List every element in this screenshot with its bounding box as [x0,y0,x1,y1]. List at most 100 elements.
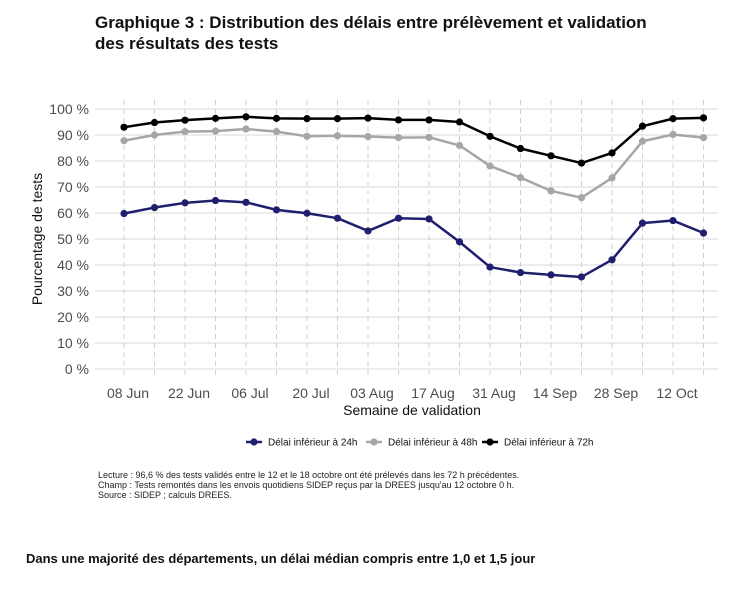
series-3-point [608,149,616,157]
series-3-point [272,114,281,122]
series-line-1 [123,199,704,279]
series-2-point [272,128,281,136]
y-tick-label: 90 % [57,127,89,143]
series-1-point [272,206,281,214]
series-3-point [242,113,250,121]
series-3-point [486,132,494,140]
series-3-point [120,123,128,131]
note-source: Source : SIDEP ; calculs DREES. [98,490,232,500]
series-1-point [547,271,555,279]
page-caption: Dans une majorité des départements, un d… [26,551,536,566]
series-2-point [181,128,189,136]
series-3-point [455,118,464,126]
series-1-point [577,273,586,281]
series-3-point [699,114,708,122]
series-1-point [638,219,647,227]
line-chart: 0 % 10 % 20 % 30 % 40 % 50 % 60 % 70 % 80 % 90 % 1… [29,100,718,449]
series-3-point [303,115,311,123]
series-2-point [120,137,128,145]
legend-label: Délai inférieur à 24h [268,438,358,449]
series-2-point [577,194,586,202]
series-1-point [364,227,372,235]
series-3-point [211,114,220,122]
y-axis-title: Pourcentage de tests [29,173,45,305]
series-2-point [333,132,342,140]
y-tick-label: 10 % [57,335,89,351]
series-2-point [699,134,708,142]
series-1-point [150,203,159,212]
legend-label: Délai inférieur à 72h [504,438,594,449]
series-3-point [547,152,555,160]
x-tick-label: 08 Jun [107,385,149,401]
chart-notes: Lecture : 96,6 % des tests validés entre… [98,470,698,500]
legend-key-point [370,438,378,446]
series-3-point [394,116,403,124]
series-3-point [425,116,433,124]
series-1-point [303,209,311,217]
series-1-point [455,238,464,246]
series-3-point [669,115,677,123]
series-2-point [303,132,311,140]
chart-title: Graphique 3 : Distribution des délais en… [95,12,715,54]
series-2-point [242,125,250,133]
series-1-point [211,196,220,205]
series-1-point [181,199,189,207]
x-tick-label: 22 Jun [168,385,210,401]
series-3-point [333,115,342,123]
series-1-point [699,229,708,237]
series-1-point [608,256,616,264]
legend-key-point [250,438,258,446]
series-2-point [455,141,464,149]
series-1-point [120,209,128,218]
series-3-point [516,144,525,153]
series-line-3 [123,115,704,165]
series-1-point [242,198,250,206]
series-1-point [425,215,433,223]
x-tick-label: 17 Aug [411,385,455,401]
series-2-point [150,131,159,139]
series-2-point [425,133,433,141]
x-tick-label: 31 Aug [472,385,516,401]
series-2-point [638,137,647,145]
x-tick-label: 14 Sep [533,385,578,401]
series-2-point [547,187,555,195]
x-tick-label: 28 Sep [594,385,639,401]
series-1-point [394,214,403,222]
series-3-point [638,122,647,130]
series-3-point [150,118,159,127]
chart-title-line-1: Graphique 3 : Distribution des délais en… [95,13,647,32]
series-2-point [211,127,220,135]
y-tick-label: 20 % [57,309,89,325]
y-tick-label: 60 % [57,205,89,221]
series-2-point [608,174,616,182]
series-2-point [486,162,494,170]
series-3-point [364,114,372,122]
x-tick-label: 20 Jul [292,385,329,401]
legend-key-point [486,438,494,446]
y-tick-label: 100 % [49,101,89,117]
series-2-point [516,174,525,182]
series-1-point [669,216,677,225]
x-tick-label: 06 Jul [231,385,268,401]
series-2-point [394,134,403,142]
y-tick-label: 80 % [57,153,89,169]
y-tick-label: 0 % [65,361,89,377]
y-tick-label: 40 % [57,257,89,273]
note-scope: Champ : Tests remontés dans les envois q… [98,480,515,490]
x-tick-label: 12 Oct [656,385,697,401]
chart-title-line-2: des résultats des tests [95,34,279,53]
series-3-point [181,116,189,124]
series-1-point [516,268,525,277]
y-tick-label: 70 % [57,179,89,195]
series-2-point [669,130,677,139]
y-tick-label: 50 % [57,231,89,247]
x-axis-title: Semaine de validation [343,402,481,418]
series-1-point [333,214,342,222]
y-tick-label: 30 % [57,283,89,299]
legend-label: Délai inférieur à 48h [388,438,478,449]
x-tick-label: 03 Aug [350,385,394,401]
series-1-point [486,263,494,271]
series-line-2 [123,127,704,199]
note-reading: Lecture : 96,6 % des tests validés entre… [98,470,520,480]
series-2-point [364,132,372,141]
